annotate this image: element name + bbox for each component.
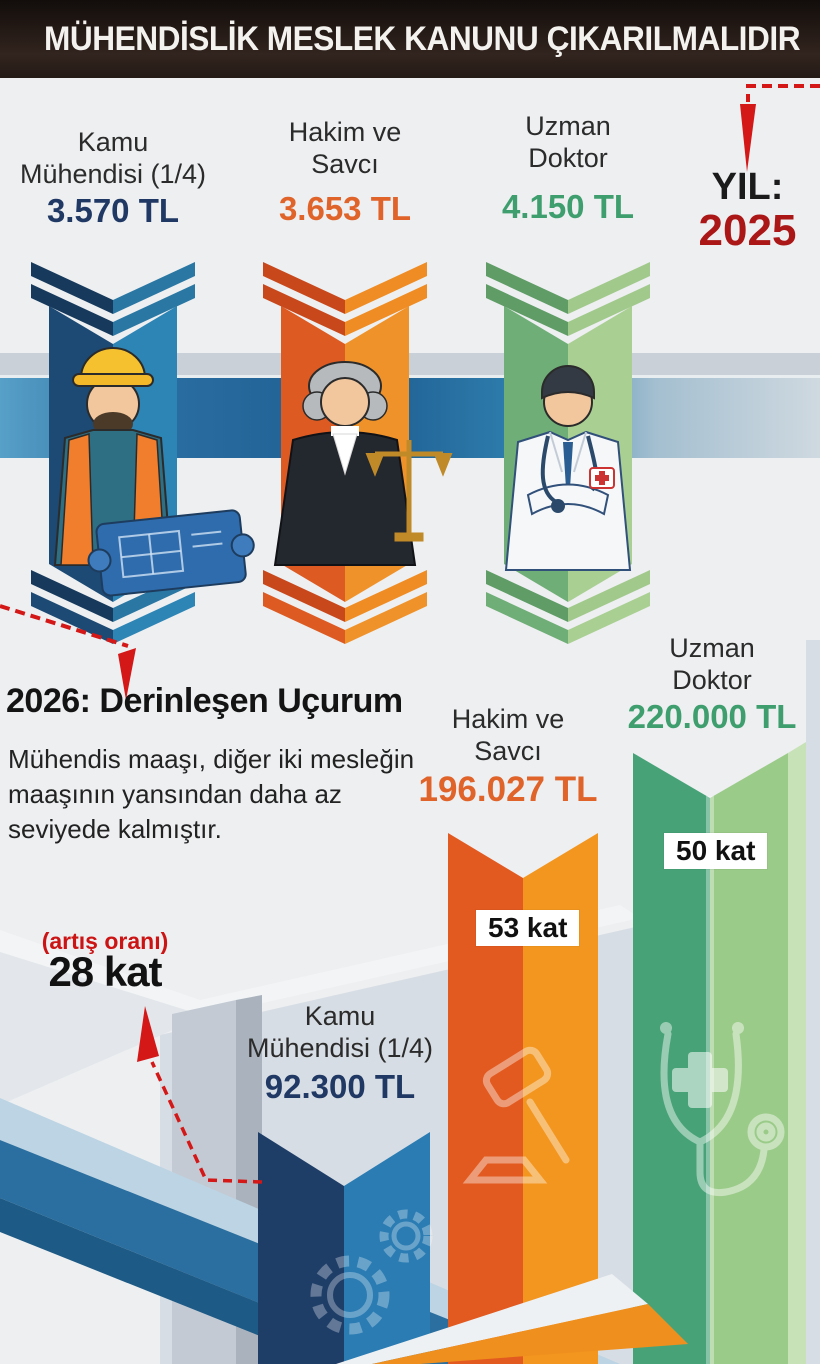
value-engineer-2026: 92.300 TL — [264, 1068, 416, 1105]
medical-cross-icon — [672, 1052, 728, 1108]
label-doctor-2025: Uzman Doktor — [525, 111, 611, 174]
engineer-figure — [53, 347, 255, 597]
column-judge-2025 — [263, 262, 453, 644]
year-pointer-arrow-icon — [740, 84, 820, 172]
section-headline: 2026: Derinleşen Uçurum — [6, 682, 403, 720]
medical-badge-icon — [589, 467, 615, 489]
multiplier-engineer: 28 kat — [48, 948, 162, 995]
increase-arrow-icon — [137, 1006, 263, 1184]
bar-engineer-2026 — [258, 1132, 433, 1364]
label-doctor-2026: Uzman Doktor — [669, 633, 755, 696]
title-bar: MÜHENDİSLİK MESLEK KANUNU ÇIKARILMALIDIR — [0, 0, 820, 78]
doctor-figure — [504, 365, 632, 571]
label-judge-2026: Hakim ve Savcı — [451, 704, 565, 767]
increase-rate-note: (artış oranı) — [41, 928, 169, 954]
multiplier-judge: 53 kat — [476, 910, 580, 946]
gavel-icon — [462, 1046, 570, 1184]
value-judge-2025: 3.653 TL — [278, 190, 412, 227]
label-judge-2025: Hakim ve Savcı — [288, 117, 402, 180]
value-judge-2026: 196.027 TL — [418, 770, 598, 809]
gears-icon — [310, 1209, 433, 1335]
year-value: 2025 — [698, 205, 797, 255]
label-engineer-2025: Kamu Mühendisi (1/4) — [19, 127, 207, 190]
judge-figure — [273, 361, 453, 566]
value-engineer-2025: 3.570 TL — [46, 192, 180, 229]
column-engineer-2025 — [31, 262, 255, 644]
year-badge: YIL: 2025 — [660, 166, 820, 255]
stethoscope-icon — [660, 1022, 785, 1197]
bar-judge-2026 — [448, 833, 598, 1364]
label-engineer-2026: Kamu Mühendisi (1/4) — [246, 1001, 434, 1064]
multiplier-doctor: 50 kat — [664, 833, 768, 869]
blueprint-icon — [87, 509, 255, 597]
value-doctor-2026: 220.000 TL — [627, 698, 797, 735]
bottom-orange-ribbon — [336, 1274, 688, 1364]
scales-icon — [365, 440, 453, 542]
column-doctor-2025 — [486, 262, 650, 644]
section-description: Mühendis maaşı, diğer iki mesleğin maaşı… — [8, 744, 415, 845]
gap-pointer-arrow-icon — [0, 604, 136, 700]
page-title: MÜHENDİSLİK MESLEK KANUNU ÇIKARILMALIDIR — [44, 19, 801, 58]
value-doctor-2025: 4.150 TL — [501, 188, 635, 225]
year-label: YIL: — [711, 166, 784, 208]
bar-doctor-2026 — [633, 742, 806, 1364]
